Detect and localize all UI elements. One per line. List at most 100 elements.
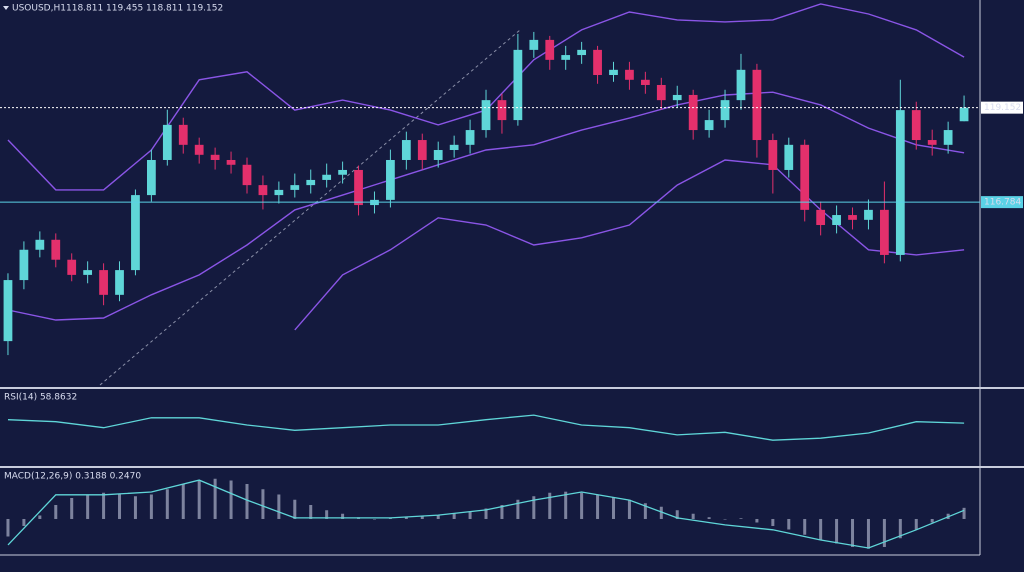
menu-arrow[interactable]	[3, 6, 9, 10]
price-marker-box	[981, 196, 1023, 209]
candle-body	[401, 140, 411, 160]
macd-bar	[898, 518, 902, 539]
candle-body	[274, 189, 284, 196]
macd-bar	[22, 518, 26, 526]
candle-body	[768, 140, 778, 170]
macd-bar	[659, 506, 663, 519]
macd-bar	[118, 494, 122, 519]
candle-body	[832, 215, 841, 226]
candle-body	[322, 174, 332, 180]
macd-bar	[436, 515, 440, 519]
candle-body	[688, 94, 698, 131]
candle-body	[258, 185, 268, 196]
candle-body	[672, 94, 682, 101]
candle-body	[226, 159, 236, 165]
macd-bar	[468, 511, 472, 519]
macd-bar	[787, 518, 791, 530]
candle-body	[864, 209, 873, 220]
macd-bar	[643, 503, 647, 519]
macd-bar	[627, 499, 631, 519]
macd-bar	[771, 518, 775, 526]
candle-body	[577, 49, 587, 56]
candle-body	[720, 100, 730, 121]
candle-body	[911, 110, 921, 141]
candle-body	[656, 84, 666, 101]
candle-body	[465, 130, 475, 145]
candle-body	[3, 280, 13, 342]
macd-bar	[723, 518, 727, 520]
candle-body	[115, 270, 124, 295]
macd-bar	[803, 518, 807, 535]
candle-body	[290, 185, 300, 190]
macd-bar	[835, 518, 839, 544]
candle-body	[433, 150, 443, 160]
candle-body	[386, 159, 395, 200]
macd-bar	[819, 518, 823, 540]
macd-bar	[309, 504, 313, 519]
macd-bar	[372, 518, 376, 520]
candle-body	[481, 100, 491, 131]
candle-body	[194, 144, 204, 155]
macd-bar	[484, 508, 488, 519]
candle-body	[131, 195, 140, 271]
macd-bar	[181, 483, 185, 519]
macd-bar	[133, 496, 137, 519]
macd-bar	[962, 507, 966, 519]
macd-bar	[548, 492, 552, 519]
candle-body	[561, 55, 571, 60]
candle-body	[19, 249, 29, 281]
candle-body	[497, 100, 507, 121]
macd-bar	[165, 489, 169, 519]
macd-bar	[6, 518, 10, 537]
candle-body	[816, 209, 826, 226]
candle-body	[99, 270, 108, 295]
macd-bar	[930, 518, 934, 523]
macd-bar	[388, 518, 392, 519]
macd-bar	[707, 517, 711, 519]
macd-bar	[596, 494, 600, 519]
macd-bar	[611, 497, 615, 519]
fib-trendline	[99, 29, 521, 386]
chart-title: USOUSD,H1	[12, 4, 66, 14]
macd-bar	[102, 492, 106, 519]
macd-bar	[500, 504, 504, 519]
macd-bar	[914, 518, 918, 530]
macd-bar	[54, 504, 58, 519]
candle-body	[752, 69, 762, 141]
candle-body	[83, 270, 93, 275]
ohlc-value: 118.811	[66, 4, 103, 14]
candle-body	[306, 179, 316, 186]
macd-bar	[277, 494, 281, 519]
marks-layer	[0, 3, 1023, 549]
macd-bar	[341, 513, 345, 519]
macd-bar	[213, 478, 217, 519]
candle-body	[354, 169, 363, 206]
price-marker-label: 116.784	[984, 198, 1021, 208]
price-marker-label: 119.152	[984, 103, 1021, 113]
candle-body	[513, 49, 523, 121]
macd-bar	[675, 510, 679, 519]
macd-bar	[739, 518, 743, 519]
macd-bar	[38, 515, 42, 519]
candle-body	[529, 39, 539, 50]
candle-body	[609, 69, 618, 76]
ohlc-value: 119.455	[106, 4, 143, 14]
candle-body	[800, 144, 810, 210]
candle-body	[449, 144, 459, 151]
candle-body	[959, 107, 969, 122]
bollinger-band	[294, 159, 965, 331]
candle-body	[178, 124, 188, 145]
macd-bar	[755, 518, 759, 523]
ohlc-value: 119.152	[186, 4, 223, 14]
candle-body	[784, 144, 794, 170]
candle-body	[704, 120, 714, 131]
macd-bar	[325, 510, 329, 519]
macd-bar	[532, 496, 536, 519]
macd-signal-line	[7, 479, 965, 549]
macd-bar	[420, 516, 424, 519]
candle-body	[242, 164, 252, 186]
macd-bar	[197, 480, 201, 519]
